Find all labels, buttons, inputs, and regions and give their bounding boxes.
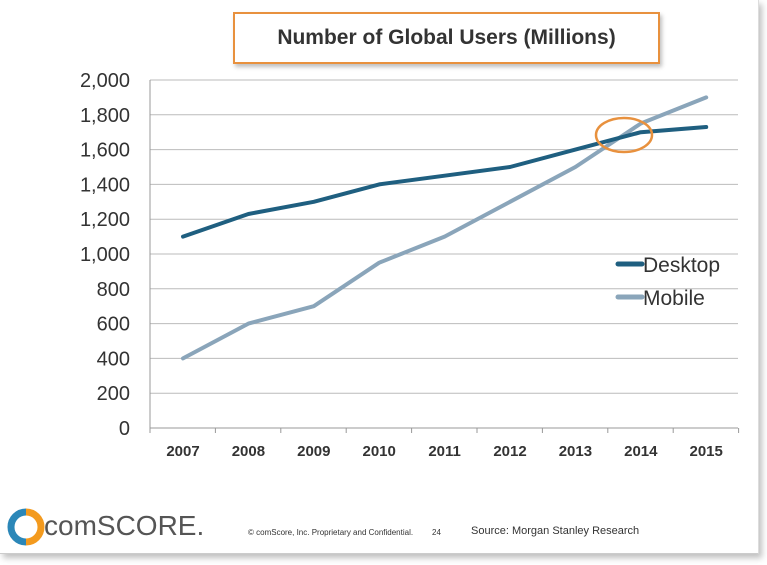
x-tick-label: 2012: [493, 443, 526, 460]
legend-label: Desktop: [643, 254, 720, 277]
annotation-circle: [594, 116, 654, 154]
y-tick-label: 0: [119, 418, 130, 440]
legend-label: Mobile: [643, 287, 705, 310]
page-number: 24: [432, 528, 441, 537]
y-tick-label: 1,600: [80, 140, 130, 162]
y-tick-label: 600: [97, 314, 130, 336]
chart-title: Number of Global Users (Millions): [233, 12, 660, 64]
x-tick-label: 2015: [690, 443, 723, 460]
y-tick-label: 2,000: [80, 70, 130, 92]
x-tick-label: 2010: [363, 443, 396, 460]
x-tick-label: 2009: [297, 443, 330, 460]
x-tick-label: 2008: [232, 443, 265, 460]
source-text: Source: Morgan Stanley Research: [471, 525, 640, 537]
y-tick-label: 1,800: [80, 105, 130, 127]
x-tick-label: 2013: [559, 443, 592, 460]
y-tick-label: 200: [97, 383, 130, 405]
y-tick-label: 1,400: [80, 174, 130, 196]
comscore-logo-icon: [7, 508, 45, 546]
slide-frame: [0, 0, 759, 554]
x-tick-label: 2011: [428, 443, 461, 460]
y-tick-label: 800: [97, 279, 130, 301]
series-line-desktop: [181, 124, 709, 239]
x-tick-label: 2007: [166, 443, 199, 460]
copyright-text: © comScore, Inc. Proprietary and Confide…: [248, 528, 414, 537]
x-tick-label: 2014: [624, 443, 658, 460]
comscore-logo-text: comSCORE.: [44, 510, 205, 541]
y-tick-label: 1,200: [80, 209, 130, 231]
y-tick-label: 400: [97, 348, 130, 370]
y-tick-label: 1,000: [80, 244, 130, 266]
